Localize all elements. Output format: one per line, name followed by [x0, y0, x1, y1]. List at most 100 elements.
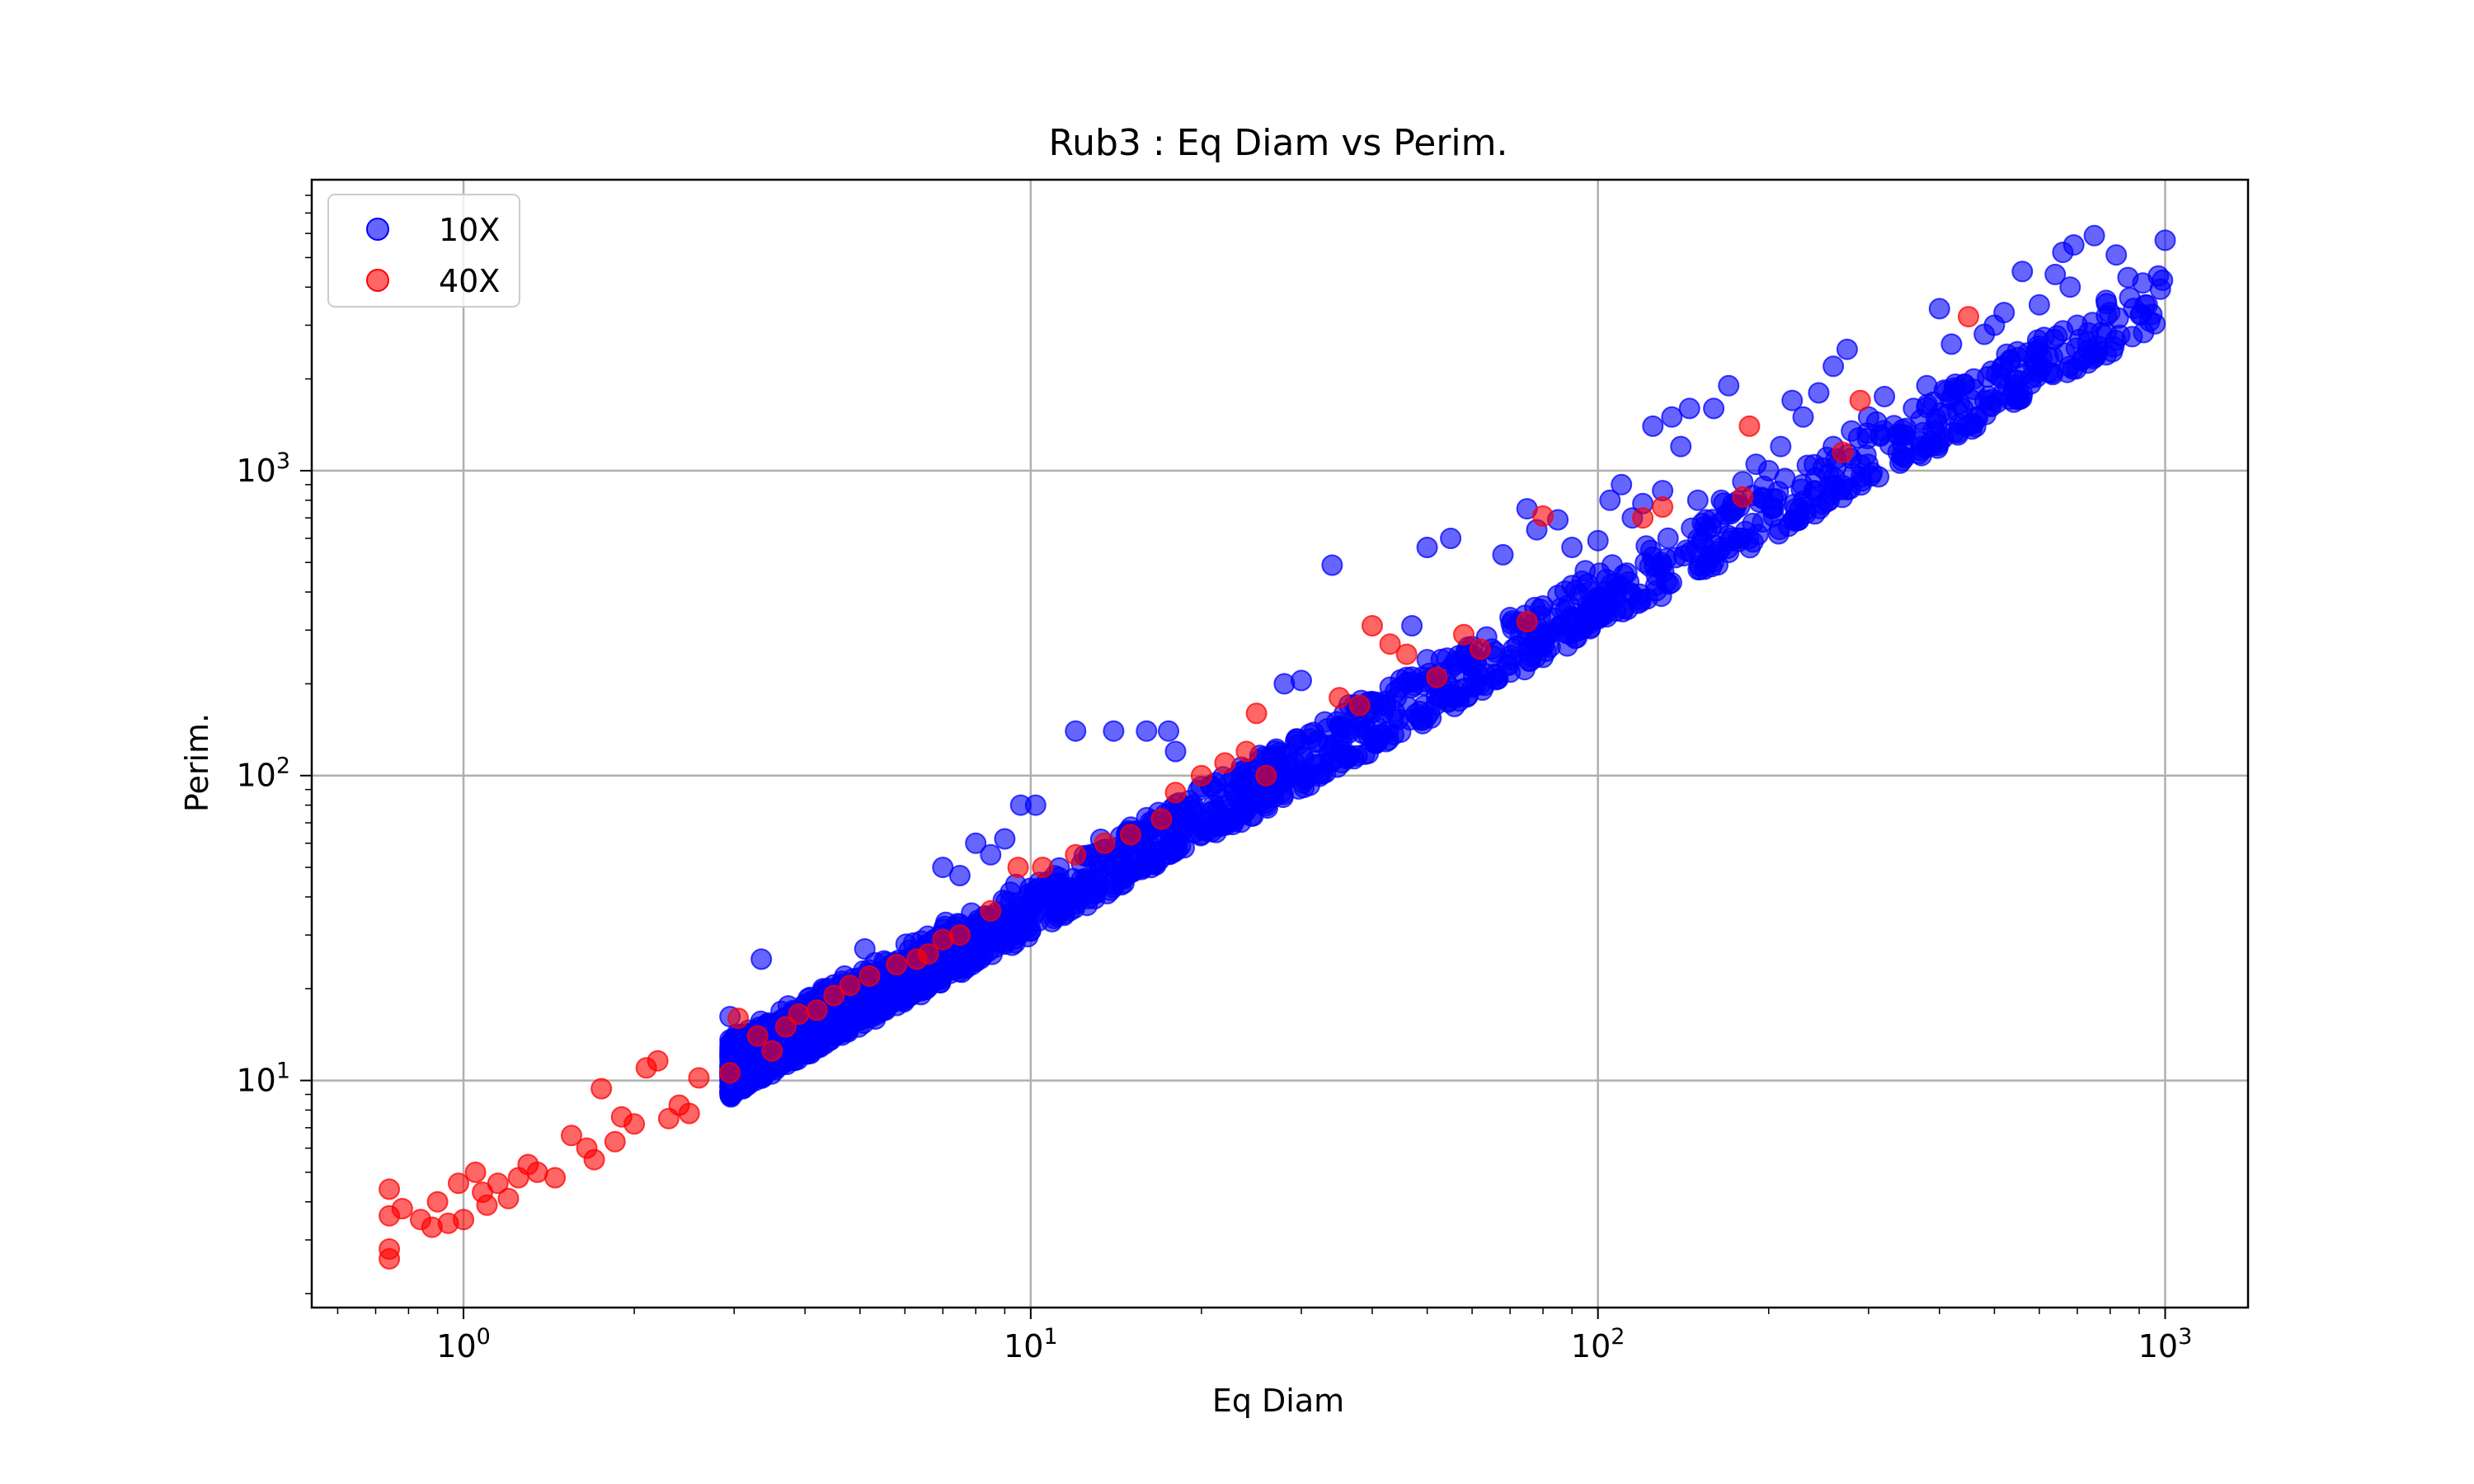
data-point-10x [1444, 687, 1466, 709]
data-point-10x [1178, 806, 1200, 829]
data-point-10x [1326, 756, 1348, 778]
data-point-40x [727, 1007, 750, 1030]
data-point-40x [1235, 740, 1258, 763]
data-point-10x [2062, 234, 2085, 256]
data-point-10x [1694, 515, 1716, 538]
data-point-40x [590, 1078, 613, 1100]
legend-label: 10X [439, 212, 500, 248]
data-point-10x [1032, 890, 1054, 911]
data-point-40x [391, 1198, 413, 1219]
y-axis-label: Perim. [179, 713, 215, 812]
data-point-10x [1574, 607, 1597, 628]
data-point-40x [788, 1003, 810, 1026]
data-point-10x [1717, 524, 1739, 547]
data-point-40x [583, 1148, 605, 1171]
data-point-10x [1111, 843, 1133, 866]
data-point-40x [379, 1238, 401, 1260]
data-point-10x [1909, 439, 1931, 462]
data-point-10x [1075, 867, 1097, 890]
data-point-10x [2006, 387, 2028, 410]
data-point-10x [1314, 711, 1336, 733]
data-point-10x [2038, 361, 2059, 383]
data-point-10x [1912, 421, 1935, 444]
data-point-40x [719, 1062, 741, 1084]
data-point-40x [1958, 306, 1979, 328]
data-point-40x [1426, 666, 1448, 688]
data-point-10x [1321, 554, 1343, 576]
data-point-10x [863, 999, 886, 1021]
data-point-10x [1561, 575, 1583, 597]
data-point-40x [1362, 615, 1383, 636]
data-point-10x [1065, 893, 1087, 915]
data-point-10x [1974, 403, 1997, 425]
data-point-10x [1225, 782, 1247, 804]
data-point-10x [1548, 616, 1570, 637]
data-point-40x [1190, 764, 1212, 787]
data-point-10x [1235, 799, 1258, 821]
data-point-40x [544, 1167, 567, 1189]
axis-ticks: 100 101 102 103 101 102 103 [236, 195, 2192, 1364]
data-point-40x [526, 1161, 548, 1183]
data-point-40x [1245, 702, 1268, 725]
data-point-10x [1401, 615, 1423, 636]
y-tick-label: 102 [236, 754, 290, 794]
data-point-10x [2059, 276, 2081, 298]
data-point-10x [1305, 731, 1328, 754]
data-point-10x [1850, 454, 1872, 476]
data-point-10x [1888, 425, 1911, 447]
data-point-10x [1874, 386, 1896, 407]
data-point-40x [1516, 610, 1538, 632]
data-point-40x [948, 924, 971, 946]
data-point-10x [1940, 333, 1963, 355]
data-point-40x [647, 1050, 669, 1072]
data-point-10x [1019, 919, 1042, 942]
data-point-40x [1329, 687, 1351, 709]
y-tick-label: 101 [236, 1059, 290, 1099]
legend-label: 40X [439, 263, 500, 299]
data-point-40x [623, 1113, 646, 1135]
data-point-10x [1329, 730, 1351, 752]
data-point-40x [1849, 389, 1871, 411]
data-point-40x [806, 999, 828, 1021]
data-point-10x [2044, 263, 2067, 285]
data-point-10x [1120, 862, 1141, 884]
data-point-40x [1453, 623, 1475, 646]
data-point-10x [1518, 650, 1540, 672]
data-point-10x [1903, 397, 1925, 420]
data-point-10x [719, 1029, 741, 1051]
data-point-10x [1164, 837, 1187, 859]
data-point-10x [980, 843, 1002, 866]
data-point-10x [1103, 873, 1125, 895]
data-points [379, 224, 2176, 1270]
data-point-10x [1710, 489, 1733, 511]
data-point-40x [839, 974, 861, 997]
data-point-10x [1781, 389, 1804, 411]
data-point-10x [2095, 289, 2117, 312]
data-point-10x [1094, 857, 1116, 879]
data-point-10x [1408, 707, 1430, 729]
data-point-10x [1007, 899, 1029, 922]
data-point-40x [453, 1209, 475, 1231]
data-point-40x [1120, 824, 1141, 846]
data-point-40x [886, 954, 908, 975]
data-point-40x [1652, 496, 1674, 518]
data-point-40x [426, 1190, 449, 1213]
data-point-40x [1150, 808, 1173, 830]
data-point-10x [2046, 325, 2068, 347]
data-point-40x [379, 1178, 401, 1200]
data-point-10x [1084, 882, 1107, 904]
data-point-10x [2105, 244, 2128, 266]
data-point-10x [2006, 346, 2029, 369]
data-point-40x [1469, 638, 1491, 660]
data-point-10x [2117, 266, 2139, 289]
data-point-10x [823, 1022, 845, 1045]
data-point-10x [1564, 627, 1586, 650]
data-point-40x [1032, 857, 1054, 879]
data-point-10x [965, 832, 987, 854]
data-point-40x [1832, 441, 1854, 463]
data-point-10x [2011, 261, 2034, 283]
data-point-10x [1952, 397, 1974, 420]
data-point-40x [561, 1125, 582, 1147]
data-point-40x [476, 1194, 498, 1216]
